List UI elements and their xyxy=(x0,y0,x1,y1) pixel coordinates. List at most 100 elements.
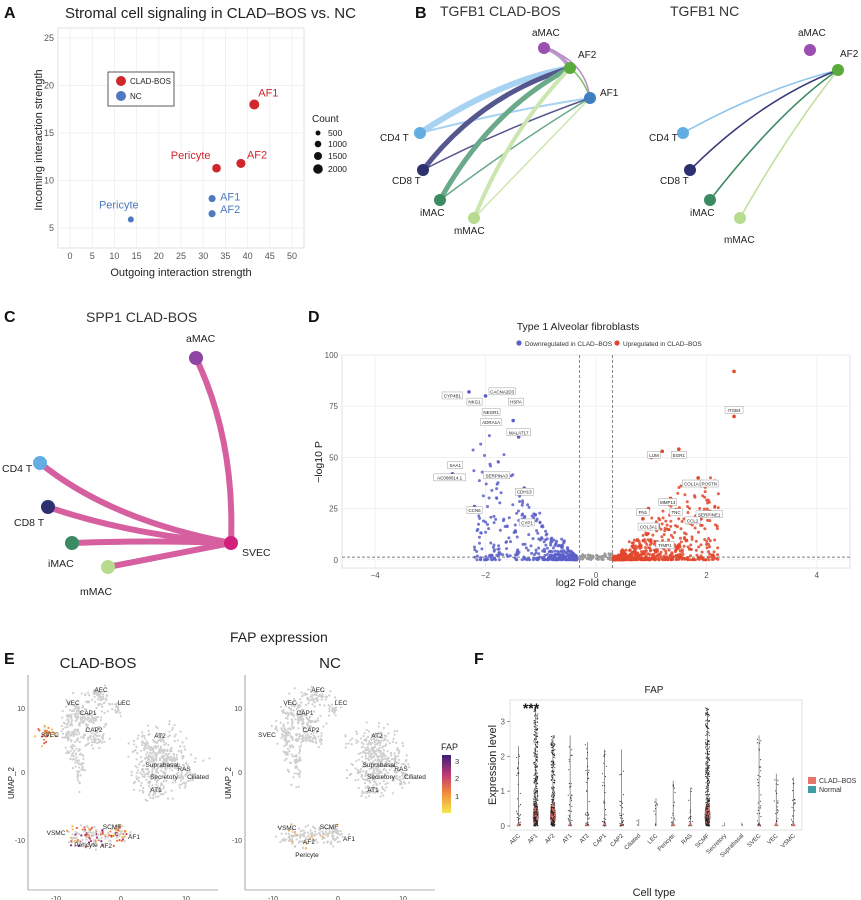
umap-cell-stromal xyxy=(71,838,74,841)
f-jitter-point xyxy=(518,762,520,764)
umap-cell xyxy=(308,717,311,720)
f-jitter-point xyxy=(553,820,555,822)
umap-cell xyxy=(102,732,105,736)
f-jitter-point xyxy=(537,743,539,745)
umap-cell xyxy=(76,778,80,782)
f-jitter-point xyxy=(705,774,707,776)
f-jitter-point xyxy=(690,809,692,811)
umap-cell xyxy=(75,733,78,736)
umap-cell-stromal xyxy=(335,837,338,840)
f-jitter-point xyxy=(707,793,709,796)
f-jitter-point xyxy=(705,769,707,771)
f-jitter-point xyxy=(587,815,589,817)
f-jitter-point xyxy=(552,745,554,747)
nc-node-imac xyxy=(704,194,716,206)
f-jitter-point xyxy=(517,819,520,821)
f-jitter-point xyxy=(535,777,537,779)
f-jitter-point xyxy=(672,784,675,786)
f-jitter-point xyxy=(534,779,536,781)
umap-cell xyxy=(372,779,376,782)
f-jitter-point xyxy=(585,814,587,816)
f-xtick: AT1 xyxy=(562,833,574,845)
f-jitter-point xyxy=(570,755,572,757)
d-gene-label: SERPINA3 xyxy=(485,473,508,478)
umap-cell-stromal xyxy=(87,834,90,837)
umap-cell xyxy=(377,735,380,739)
umap-cell xyxy=(396,748,399,752)
umap-cell xyxy=(78,770,81,773)
d-point-up xyxy=(706,555,710,559)
f-jitter-point xyxy=(550,735,553,738)
d-point-up-labeled xyxy=(641,517,645,521)
d-point-up xyxy=(678,545,682,549)
umap-cell xyxy=(361,745,364,748)
f-jitter-point xyxy=(604,821,606,823)
umap-cell xyxy=(189,771,192,774)
umap-cell-stromal xyxy=(120,824,124,828)
umap-ytick: 0 xyxy=(238,770,242,777)
f-jitter-point xyxy=(536,718,538,720)
umap-cell xyxy=(306,723,309,726)
f-jitter-point xyxy=(705,799,707,801)
f-jitter-point xyxy=(707,800,709,802)
d-point-down xyxy=(496,547,500,551)
d-gene-box xyxy=(647,451,661,459)
f-jitter-point xyxy=(533,719,535,722)
umap-cell xyxy=(101,734,105,737)
umap-cell xyxy=(149,755,152,758)
umap-cell-stromal xyxy=(69,844,73,847)
umap-cell-stromal xyxy=(280,832,283,835)
f-jitter-point xyxy=(553,825,555,827)
d-point-up xyxy=(707,537,711,541)
umap-cell xyxy=(103,684,106,687)
f-jitter-point xyxy=(777,800,779,802)
umap-cell xyxy=(374,753,378,756)
umap-cell xyxy=(82,734,85,737)
umap-cell xyxy=(281,732,284,736)
umap-cell xyxy=(180,773,183,776)
f-jitter-point xyxy=(536,788,538,790)
d-point-up xyxy=(701,494,705,498)
f-jitter-point xyxy=(705,807,707,809)
d-point-up xyxy=(705,507,709,511)
umap-cell xyxy=(111,708,114,711)
umap-cell xyxy=(359,752,362,755)
umap-cell xyxy=(179,745,182,748)
d-point-up xyxy=(641,533,645,537)
d-ytick: 0 xyxy=(334,556,339,565)
umap-cell-svec xyxy=(37,728,40,731)
d-point-down xyxy=(475,554,479,558)
umap-cell xyxy=(302,712,305,715)
d-gene-label: ADRA1A xyxy=(482,420,500,425)
a-point xyxy=(127,216,134,223)
f-jitter-point xyxy=(588,801,590,803)
d-point-up xyxy=(663,526,667,530)
umap-cell xyxy=(349,773,352,777)
f-jitter-point xyxy=(533,819,535,821)
f-jitter-point xyxy=(773,800,775,802)
umap-cluster-label: Secretory xyxy=(150,774,179,781)
umap-cell xyxy=(295,786,298,789)
d-point-up xyxy=(632,538,636,542)
umap-cell-stromal xyxy=(67,830,70,833)
f-jitter-point xyxy=(550,812,552,814)
umap-cell-stromal xyxy=(109,830,112,833)
umap-cell xyxy=(94,700,97,704)
panel-e: FAP expression CLAD-BOS NC -10 0 10100-10U… xyxy=(7,629,459,900)
umap-cell-stromal xyxy=(89,844,92,848)
f-jitter-point xyxy=(705,791,707,794)
umap-cell xyxy=(403,773,407,776)
d-point-up xyxy=(660,522,664,526)
umap-cell xyxy=(151,774,154,777)
f-jitter-point xyxy=(553,753,555,755)
umap-cell xyxy=(299,759,302,762)
umap-cell xyxy=(64,746,67,749)
a-point-label: AF1 xyxy=(220,192,240,204)
umap-cell xyxy=(288,692,291,695)
umap-cell xyxy=(158,758,162,762)
f-jitter-point xyxy=(553,770,555,772)
f-jitter-point xyxy=(516,774,518,776)
umap-cell xyxy=(171,728,174,731)
umap-cell xyxy=(86,738,90,741)
d-point-ns xyxy=(603,552,607,556)
